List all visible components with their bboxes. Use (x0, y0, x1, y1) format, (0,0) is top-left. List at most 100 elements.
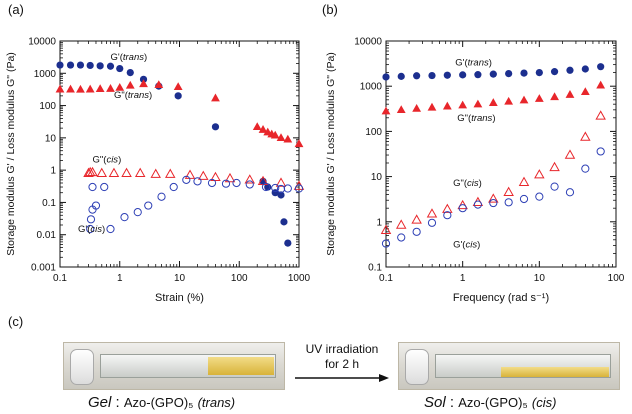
sol-tube-photo (398, 342, 620, 390)
data-point-gdoubleprime-trans (550, 92, 559, 101)
data-point-gprime-trans (520, 69, 528, 77)
data-point-gdoubleprime-cis (411, 214, 422, 224)
gel-fill (208, 357, 274, 375)
data-point-gdoubleprime-trans (85, 84, 95, 93)
uv-label-line2: for 2 h (324, 357, 360, 371)
data-point-gprime-cis (294, 184, 304, 193)
data-point-gprime-cis (221, 179, 231, 188)
data-point-gdoubleprime-cis (224, 172, 236, 183)
x-tick-label: 0.1 (53, 273, 67, 284)
y-tick-label: 100 (365, 127, 382, 138)
data-point-gdoubleprime-cis (395, 219, 407, 229)
x-tick-label: 10 (534, 273, 546, 284)
data-point-gdoubleprime-cis (534, 169, 545, 179)
caption-separator: : (115, 394, 120, 411)
data-point-gprime-trans (277, 191, 285, 199)
x-tick-label: 1 (460, 273, 466, 284)
data-point-gprime-trans (280, 218, 288, 226)
data-point-gdoubleprime-trans (458, 100, 468, 109)
data-point-gdoubleprime-trans (211, 93, 220, 102)
data-point-gdoubleprime-cis (442, 203, 453, 213)
y-axis-label: Storage modulus G' / Loss modulus G" (Pa… (5, 52, 17, 256)
data-point-gdoubleprime-trans (519, 95, 529, 104)
data-point-gprime-cis (412, 227, 421, 236)
y-tick-label: 10000 (354, 37, 382, 48)
data-point-gprime-cis (519, 194, 529, 204)
data-point-gprime-trans (581, 65, 589, 73)
series-annotation: G'(cis) (78, 224, 105, 235)
data-point-gprime-cis (473, 200, 482, 209)
data-point-gdoubleprime-cis (518, 176, 530, 186)
data-point-gprime-cis (283, 184, 292, 193)
data-point-gprime-trans (284, 239, 292, 247)
data-point-gdoubleprime-cis (198, 170, 209, 180)
y-tick-label: 1000 (34, 69, 57, 80)
data-point-gdoubleprime-trans (396, 105, 406, 114)
data-point-gprime-cis (489, 198, 498, 208)
data-point-gprime-cis (397, 233, 406, 242)
x-axis-label: Frequency (rad s⁻¹) (453, 292, 549, 304)
data-point-gprime-trans (597, 63, 605, 71)
data-point-gprime-cis (100, 182, 109, 192)
data-point-gprime-trans (459, 71, 467, 79)
x-tick-label: 1 (117, 273, 123, 284)
data-point-gprime-cis (232, 178, 241, 188)
sol-fill (501, 367, 609, 377)
data-point-gdoubleprime-cis (108, 167, 120, 177)
data-point-gdoubleprime-trans (565, 90, 575, 98)
data-point-gprime-trans (566, 66, 574, 74)
data-point-gdoubleprime-trans (504, 96, 514, 105)
data-point-gprime-trans (474, 71, 482, 79)
data-point-gdoubleprime-cis (275, 177, 287, 187)
tube-cap (405, 349, 429, 385)
series-annotation: G'(trans) (110, 52, 147, 63)
data-point-gdoubleprime-trans (66, 84, 75, 93)
data-point-gdoubleprime-trans (427, 102, 437, 111)
data-point-gprime-trans (174, 92, 182, 100)
data-point-gprime-trans (211, 123, 220, 131)
chart-b: 0.1 1 10 100 0.1 1 10 100 1000 10000 Frequency (ra… (325, 37, 625, 305)
data-point-gdoubleprime-cis (580, 131, 591, 141)
data-point-gprime-trans (489, 70, 497, 78)
photo-panel-c: (c) UV irradiation for 2 h Gel : Azo-(GP… (0, 312, 632, 414)
panel-label-b: (b) (322, 2, 338, 17)
data-point-gprime-trans (56, 61, 64, 69)
data-point-gprime-trans (428, 71, 436, 80)
data-point-gdoubleprime-trans (283, 134, 293, 143)
data-point-gdoubleprime-cis (488, 193, 499, 203)
chart-a: 0.1 1 10 100 1000 0.001 0.01 0.1 1 10 100 1000 10000… (5, 37, 311, 305)
data-point-gdoubleprime-cis (87, 166, 98, 177)
y-tick-label: 0.001 (31, 263, 56, 274)
x-tick-label: 1000 (288, 273, 311, 284)
data-point-gprime-cis (245, 180, 254, 189)
data-point-gprime-trans (126, 69, 134, 77)
data-point-gdoubleprime-trans (412, 103, 422, 112)
data-point-gprime-trans (116, 64, 124, 73)
y-tick-label: 1 (50, 166, 56, 177)
series-annotation: G"(cis) (93, 155, 122, 166)
gel-compound-label: Azo-(GPO)₅ (123, 395, 194, 410)
y-tick-label: 0.1 (368, 263, 382, 274)
data-point-gprime-cis (443, 211, 452, 220)
data-point-gdoubleprime-trans (139, 79, 148, 88)
data-point-gdoubleprime-cis (380, 224, 392, 234)
x-tick-label: 0.1 (379, 273, 393, 284)
data-point-gdoubleprime-cis (564, 149, 576, 159)
y-tick-label: 1 (376, 217, 382, 228)
data-point-gdoubleprime-cis (426, 208, 438, 218)
y-tick-label: 10 (45, 133, 57, 144)
data-point-gprime-cis (458, 204, 467, 213)
data-point-gprime-cis (271, 183, 280, 193)
gel-form-label: (trans) (197, 395, 236, 410)
data-point-gprime-cis (427, 218, 437, 227)
panel-label-a: (a) (8, 2, 24, 17)
data-point-gdoubleprime-trans (95, 84, 105, 93)
series-annotation: G"(cis) (453, 178, 482, 189)
data-point-gprime-cis (581, 164, 590, 173)
data-point-gdoubleprime-cis (184, 169, 196, 179)
data-point-gprime-cis (88, 182, 97, 192)
gel-caption: Gel : Azo-(GPO)₅ (trans) (88, 394, 235, 411)
tube-body (435, 354, 611, 378)
data-point-gprime-cis (550, 182, 559, 191)
